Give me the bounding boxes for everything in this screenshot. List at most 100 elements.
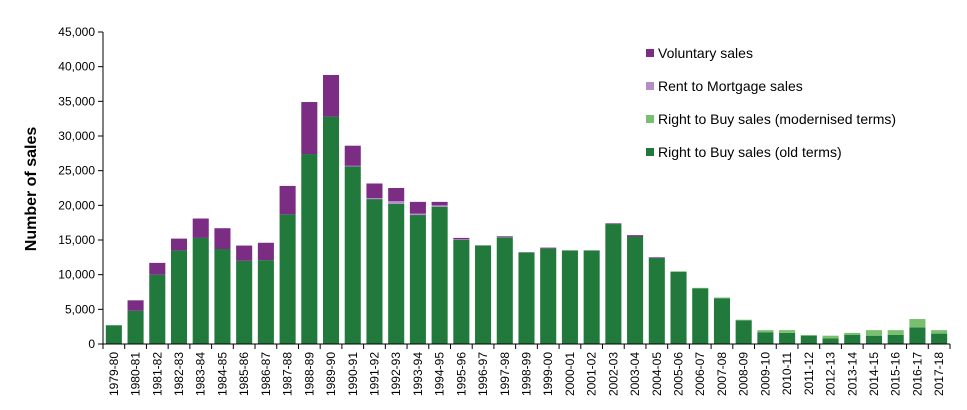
bar-segment	[627, 236, 644, 344]
x-tick-label: 1988-89	[302, 352, 316, 396]
bar-segment	[192, 237, 209, 344]
bar-segment	[453, 239, 470, 240]
y-tick-label: 25,000	[58, 164, 95, 178]
bar-segment	[409, 201, 426, 214]
legend-swatch	[646, 115, 654, 123]
legend-swatch	[646, 82, 654, 90]
x-tick-label: 2008-09	[737, 352, 751, 396]
bar-segment	[605, 224, 622, 344]
x-tick-label: 1981-82	[150, 352, 164, 396]
x-axis: 1979-80 1980-81 1981-82 1982-83 1983-84 1984-…	[102, 343, 951, 396]
bar-segment	[627, 235, 644, 237]
bar-segment	[409, 215, 426, 344]
bar-segment	[909, 319, 926, 328]
bar-segment	[779, 332, 796, 344]
legend-label: Rent to Mortgage sales	[658, 78, 803, 94]
x-tick-label: 1991-92	[367, 352, 381, 396]
bar-segment	[170, 250, 188, 344]
x-tick-label: 2017-18	[932, 352, 946, 396]
x-tick-label: 1994-95	[433, 352, 447, 396]
bar-segment	[127, 300, 144, 311]
x-tick-label: 1996-97	[476, 352, 490, 396]
x-tick-label: 1993-94	[411, 352, 425, 396]
bar-segment	[366, 199, 383, 344]
x-tick-label: 2001-02	[585, 352, 599, 396]
x-tick-label: 2006-07	[693, 352, 707, 396]
bar-segment	[431, 201, 448, 206]
bar-segment	[279, 214, 296, 344]
bar-segment	[127, 310, 144, 344]
x-tick-label: 2007-08	[715, 352, 729, 396]
x-tick-label: 2016-17	[910, 352, 924, 396]
bar-segment	[192, 218, 209, 238]
bar-segment	[323, 74, 340, 117]
bar-segment	[453, 237, 470, 240]
x-tick-label: 1992-93	[389, 352, 403, 396]
x-tick-label: 2014-15	[867, 352, 881, 396]
x-tick-label: 1979-80	[107, 352, 121, 396]
bar-segment	[648, 257, 665, 259]
bar-segment	[735, 319, 752, 321]
bar-segment	[583, 250, 600, 344]
bar-segment	[800, 335, 817, 344]
x-tick-label: 2013-14	[845, 352, 859, 396]
bar-segment	[692, 287, 709, 289]
bar-segment	[822, 338, 839, 344]
legend-swatch	[646, 49, 654, 57]
bar-segment	[475, 245, 492, 344]
y-tick-label: 20,000	[58, 198, 95, 212]
x-tick-label: 1984-85	[215, 352, 229, 396]
bar-segment	[931, 333, 948, 344]
x-tick-label: 1998-99	[520, 352, 534, 396]
bar-segment	[236, 245, 253, 261]
bar-segment	[540, 248, 557, 344]
bar-segment	[887, 334, 904, 344]
x-tick-label: 2009-10	[758, 352, 772, 396]
bar-segment	[692, 288, 709, 344]
x-tick-label: 2010-11	[780, 352, 794, 395]
y-axis-label: Number of sales	[23, 127, 40, 252]
bar-segment	[431, 206, 448, 344]
x-tick-label: 1985-86	[237, 352, 251, 396]
legend-label: Right to Buy sales (old terms)	[658, 144, 842, 160]
bar-segment	[170, 238, 188, 251]
bar-segment	[496, 237, 513, 344]
y-tick-label: 15,000	[58, 233, 95, 247]
y-tick-label: 35,000	[58, 94, 95, 108]
bar-segment	[257, 260, 274, 344]
bar-segment	[366, 183, 383, 199]
y-axis: 0 5,000 10,000 15,000 20,000 25,000 30,000 35,0…	[58, 25, 104, 351]
bar-segment	[757, 330, 774, 333]
bar-segment	[865, 335, 883, 344]
bar-segment	[431, 205, 448, 207]
bar-segment	[279, 185, 296, 215]
bar-segment	[518, 252, 535, 344]
bar-segment	[388, 203, 405, 344]
bar-segment	[713, 298, 730, 344]
x-tick-label: 1982-83	[172, 352, 186, 396]
x-tick-label: 1990-91	[346, 352, 360, 396]
x-tick-label: 2000-01	[563, 352, 577, 396]
y-tick-label: 5,000	[65, 302, 95, 316]
x-tick-label: 1983-84	[194, 352, 208, 396]
bar-segment	[844, 332, 861, 335]
x-tick-label: 1987-88	[281, 352, 295, 396]
bar-segment	[757, 332, 774, 344]
bar-segment	[844, 334, 861, 344]
bar-segment	[105, 325, 122, 344]
x-tick-label: 2004-05	[650, 352, 664, 396]
bar-segment	[822, 335, 839, 339]
bar-segment	[149, 274, 166, 344]
x-tick-label: 1986-87	[259, 352, 273, 396]
bar-segment	[344, 165, 361, 167]
bar-segment	[887, 330, 904, 335]
bar-segment	[257, 242, 274, 261]
bar-segment	[540, 247, 557, 249]
bar-segment	[648, 258, 665, 344]
bar-segment	[301, 102, 318, 155]
bar-segment	[301, 154, 318, 344]
bar-segment	[561, 250, 578, 344]
y-tick-label: 30,000	[58, 129, 95, 143]
bar-segment	[735, 320, 752, 344]
